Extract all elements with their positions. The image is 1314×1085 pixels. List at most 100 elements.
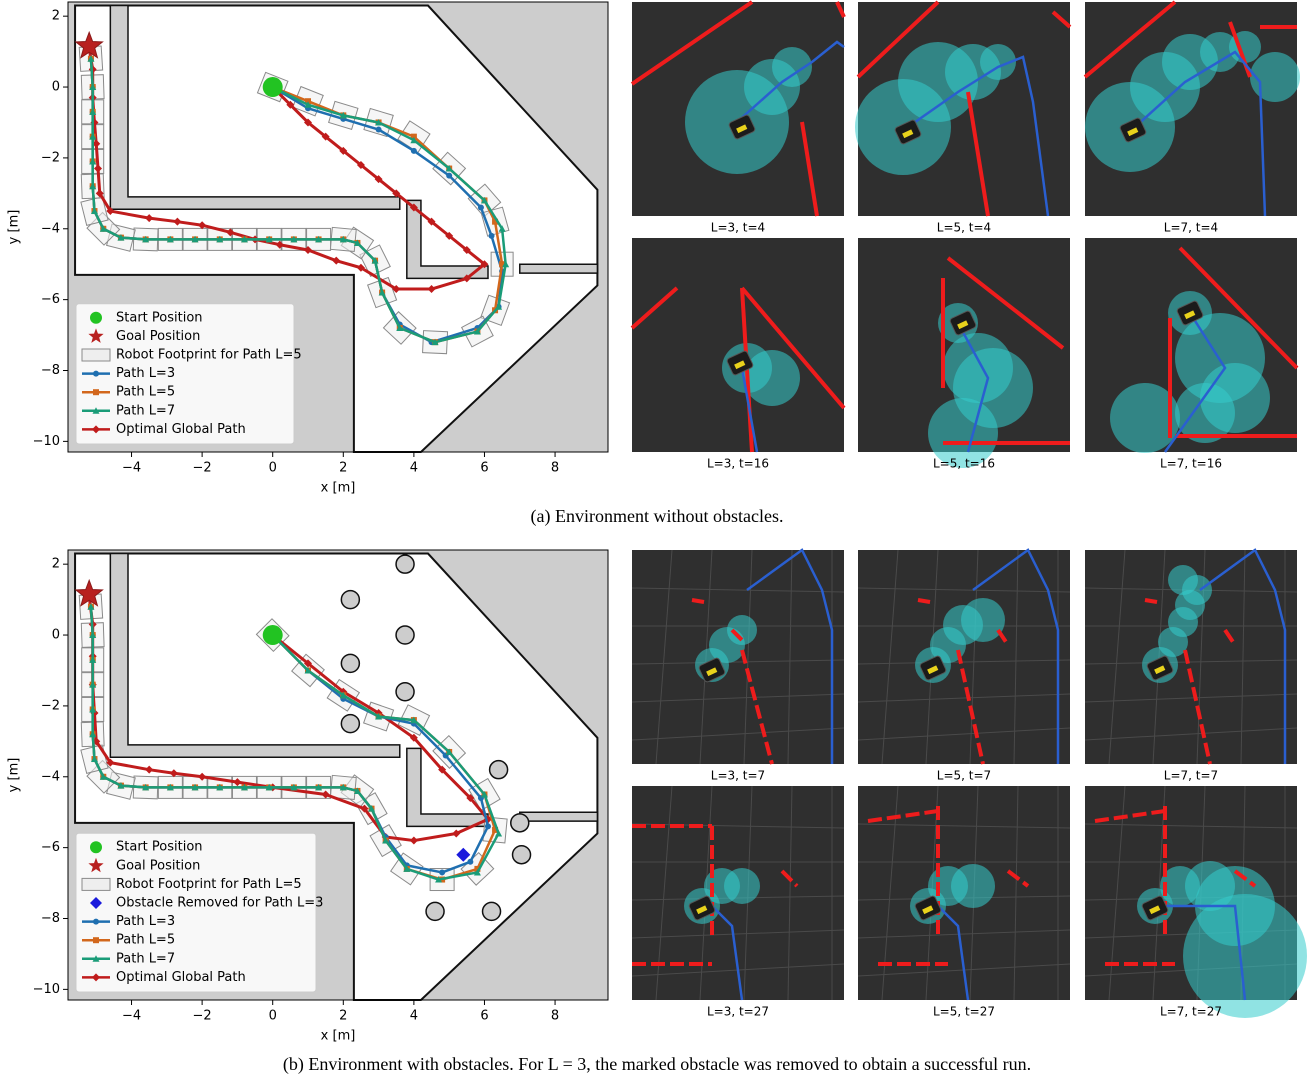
x-tick-label: 2 xyxy=(339,1009,347,1024)
y-tick-label: −4 xyxy=(41,769,60,784)
snapshot-caption: L=7, t=7 xyxy=(1164,769,1218,783)
caption: (a) Environment without obstacles. xyxy=(531,506,784,527)
legend-label: Path L=3 xyxy=(116,914,175,929)
y-tick-label: 2 xyxy=(52,9,60,24)
y-tick-label: −10 xyxy=(33,434,60,449)
y-tick-label: −2 xyxy=(41,698,60,713)
map-obstacle xyxy=(426,902,444,920)
snapshot-caption: L=5, t=16 xyxy=(933,457,995,471)
snapshot-wall xyxy=(692,600,704,602)
snapshot-caption: L=5, t=7 xyxy=(937,769,991,783)
y-axis-label: y [m] xyxy=(7,210,22,245)
x-tick-label: −2 xyxy=(193,461,212,476)
x-tick-label: 2 xyxy=(339,461,347,476)
map-wall xyxy=(520,264,598,273)
y-axis-label: y [m] xyxy=(7,758,22,793)
snapshot-caption: L=5, t=4 xyxy=(937,221,991,235)
legend-label: Path L=3 xyxy=(116,366,175,381)
y-tick-label: −10 xyxy=(33,982,60,997)
snapshot-region xyxy=(727,615,757,645)
map-obstacle xyxy=(341,654,359,672)
caption: (b) Environment with obstacles. For L = … xyxy=(283,1054,1031,1075)
map-obstacle xyxy=(396,626,414,644)
snapshot-wall xyxy=(918,600,930,602)
snapshot-region xyxy=(1168,565,1198,595)
snapshot-caption: L=7, t=16 xyxy=(1160,457,1222,471)
snapshot xyxy=(858,786,1070,1000)
start-marker xyxy=(263,625,283,645)
snapshot xyxy=(1085,238,1297,453)
map-obstacle xyxy=(396,555,414,573)
x-tick-label: −4 xyxy=(122,461,141,476)
map-obstacle xyxy=(483,902,501,920)
legend-label: Path L=7 xyxy=(116,403,175,418)
y-tick-label: 0 xyxy=(52,80,60,95)
x-tick-label: −2 xyxy=(193,1009,212,1024)
snapshot-region xyxy=(961,598,1005,642)
x-tick-label: 0 xyxy=(269,1009,277,1024)
legend-label: Start Position xyxy=(116,310,203,325)
figure: (a) Environment without obstacles. (b) E… xyxy=(0,0,1314,1081)
snapshot xyxy=(1085,2,1300,216)
snapshot xyxy=(858,238,1070,468)
snapshot-caption: L=3, t=7 xyxy=(711,769,765,783)
y-tick-label: −4 xyxy=(41,221,60,236)
legend-box xyxy=(76,833,316,992)
snapshot-caption: L=7, t=4 xyxy=(1164,221,1218,235)
legend-symbol xyxy=(90,312,102,324)
snapshot-region xyxy=(951,864,995,908)
y-tick-label: −8 xyxy=(41,363,60,378)
snapshot xyxy=(632,238,844,452)
legend-symbol xyxy=(90,841,102,853)
snapshot-caption: L=5, t=27 xyxy=(933,1005,995,1019)
start-marker xyxy=(263,77,283,97)
map-obstacle xyxy=(396,683,414,701)
snapshot xyxy=(632,550,844,764)
x-tick-label: 6 xyxy=(480,1009,488,1024)
map-obstacle xyxy=(513,846,531,864)
y-tick-label: −2 xyxy=(41,150,60,165)
snapshot-caption: L=3, t=16 xyxy=(707,457,769,471)
x-tick-label: 4 xyxy=(410,1009,418,1024)
snapshot-caption: L=7, t=27 xyxy=(1160,1005,1222,1019)
legend-label: Path L=5 xyxy=(116,933,175,948)
x-tick-label: 0 xyxy=(269,461,277,476)
legend-label: Path L=5 xyxy=(116,385,175,400)
map-obstacle xyxy=(511,814,529,832)
x-axis-label: x [m] xyxy=(321,1029,356,1044)
y-tick-label: −8 xyxy=(41,911,60,926)
legend-label: Start Position xyxy=(116,840,203,855)
legend-label: Robot Footprint for Path L=5 xyxy=(116,348,302,363)
x-axis-label: x [m] xyxy=(321,481,356,496)
snapshot-region xyxy=(1250,52,1300,102)
map-obstacle xyxy=(341,591,359,609)
snapshot-region xyxy=(744,350,800,406)
x-tick-label: −4 xyxy=(122,1009,141,1024)
legend-symbol xyxy=(82,878,110,890)
x-tick-label: 6 xyxy=(480,461,488,476)
y-tick-label: 0 xyxy=(52,628,60,643)
legend-symbol xyxy=(82,349,110,361)
snapshot-caption: L=3, t=27 xyxy=(707,1005,769,1019)
y-tick-label: −6 xyxy=(41,840,60,855)
snapshot-caption: L=3, t=4 xyxy=(711,221,765,235)
y-tick-label: 2 xyxy=(52,557,60,572)
legend-label: Goal Position xyxy=(116,329,200,344)
legend-label: Goal Position xyxy=(116,858,200,873)
x-tick-label: 8 xyxy=(551,1009,559,1024)
map-obstacle xyxy=(341,715,359,733)
snapshot xyxy=(632,786,844,1000)
snapshot xyxy=(632,2,844,216)
snapshot-region xyxy=(724,868,760,904)
x-tick-label: 8 xyxy=(551,461,559,476)
map-obstacle xyxy=(490,761,508,779)
snapshot xyxy=(858,550,1070,764)
snapshot-wall xyxy=(1145,600,1157,602)
x-tick-label: 4 xyxy=(410,461,418,476)
snapshot xyxy=(1085,786,1307,1018)
legend-label: Optimal Global Path xyxy=(116,422,246,437)
snapshot xyxy=(855,2,1070,216)
legend-label: Path L=7 xyxy=(116,951,175,966)
legend-label: Obstacle Removed for Path L=3 xyxy=(116,896,323,911)
snapshot xyxy=(1085,550,1297,764)
